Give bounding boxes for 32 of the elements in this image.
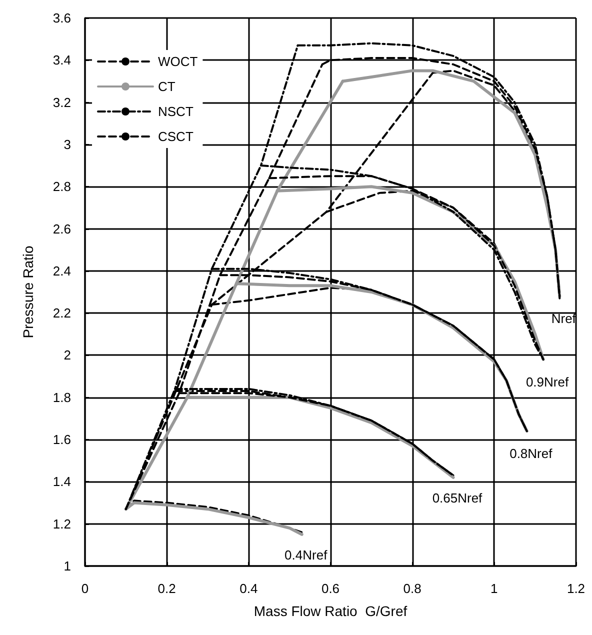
x-tick-label: 1.2 xyxy=(566,581,586,596)
y-tick-label: 2.4 xyxy=(52,263,71,278)
x-tick-label: 0 xyxy=(81,581,89,596)
y-axis-title: Pressure Ratio xyxy=(20,245,36,338)
legend-label: CSCT xyxy=(158,129,194,144)
y-tick-label: 3 xyxy=(64,136,71,152)
annotation: 0.8Nref xyxy=(510,446,553,462)
y-tick-label: 1.8 xyxy=(52,390,71,405)
y-tick-label: 2.2 xyxy=(52,306,71,321)
y-tick-label: 1.6 xyxy=(52,432,71,448)
x-tick-label: 1 xyxy=(490,581,498,596)
legend-label: CT xyxy=(158,79,176,94)
legend-label: NSCT xyxy=(158,104,194,119)
y-tick-label: 2.6 xyxy=(52,221,71,236)
y-tick-label: 2 xyxy=(64,348,71,363)
annotation: 0.65Nref xyxy=(432,490,483,506)
y-tick-label: 1.2 xyxy=(52,516,71,532)
annotation: 0.9Nref xyxy=(526,374,569,390)
x-tick-label: 0.8 xyxy=(403,581,422,596)
annotation: 0.4Nref xyxy=(284,547,328,562)
y-tick-label: 3.6 xyxy=(52,10,71,26)
x-axis-title: Mass Flow Ratio G/Gref xyxy=(254,603,408,619)
legend-label: WOCT xyxy=(158,54,198,69)
x-tick-label: 0.2 xyxy=(158,581,176,596)
y-tick-label: 1.4 xyxy=(52,474,71,490)
x-tick-label: 0.6 xyxy=(321,581,340,596)
y-tick-label: 2.8 xyxy=(52,179,71,194)
y-tick-label: 3.4 xyxy=(52,52,71,68)
y-tick-label: 3.2 xyxy=(52,94,71,110)
x-tick-label: 0.4 xyxy=(240,581,258,596)
annotation: Nref xyxy=(551,311,576,326)
y-tick-label: 1 xyxy=(64,558,71,574)
